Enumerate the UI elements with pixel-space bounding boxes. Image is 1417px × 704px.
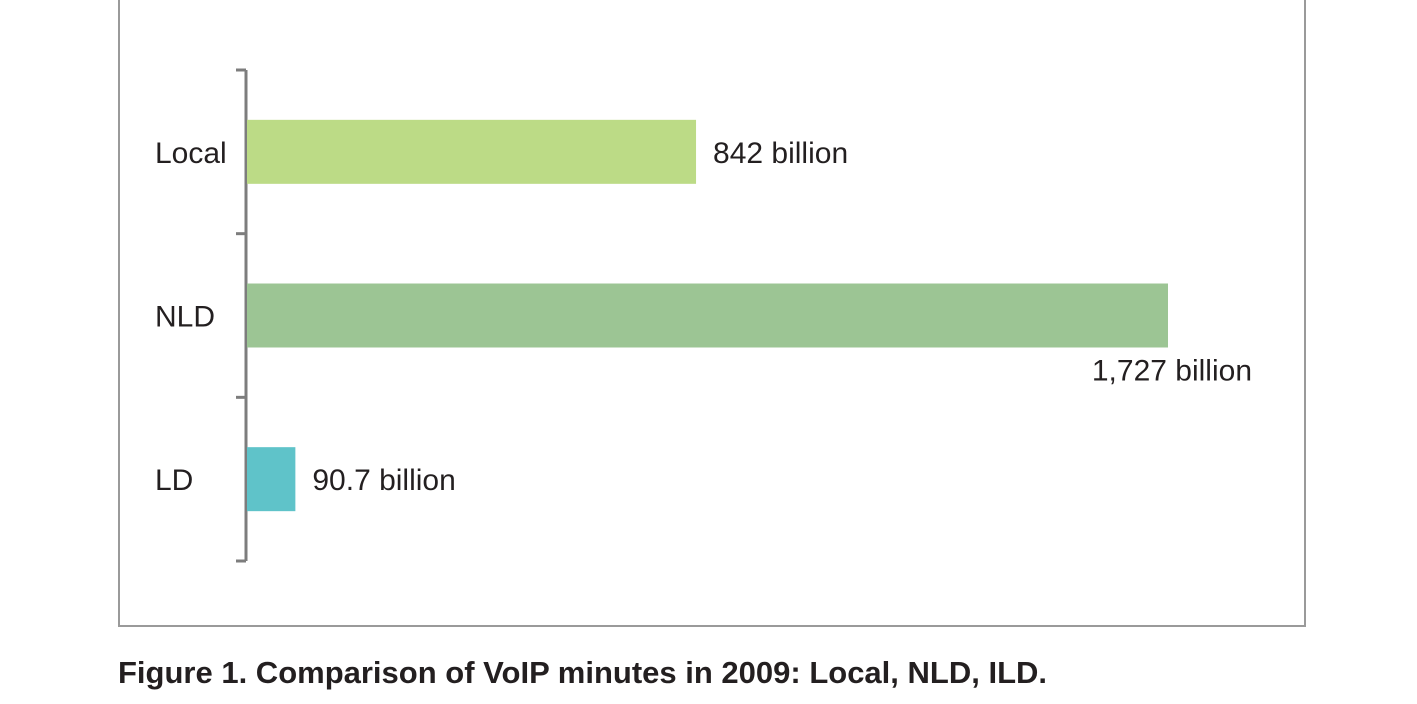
value-label-nld: 1,727 billion — [1092, 355, 1252, 388]
category-label-nld: NLD — [155, 301, 215, 334]
category-label-local: Local — [155, 137, 227, 170]
category-label-ld: LD — [155, 464, 193, 497]
value-label-local: 842 billion — [713, 137, 848, 170]
value-label-ld: 90.7 billion — [312, 464, 455, 497]
labels: Local 842 billion NLD 1,727 billion LD 90.7 b… — [155, 137, 1252, 497]
category-axis — [236, 68, 248, 563]
bar-nld — [247, 283, 1168, 348]
bar-ld — [247, 447, 296, 512]
figure-caption: Figure 1. Comparison of VoIP minutes in … — [118, 655, 1048, 690]
bars — [247, 119, 1168, 512]
bar-local — [247, 119, 697, 184]
chart-frame — [118, 0, 1306, 627]
bar-chart: Local 842 billion NLD 1,727 billion LD 90.7 b… — [155, 68, 1252, 563]
